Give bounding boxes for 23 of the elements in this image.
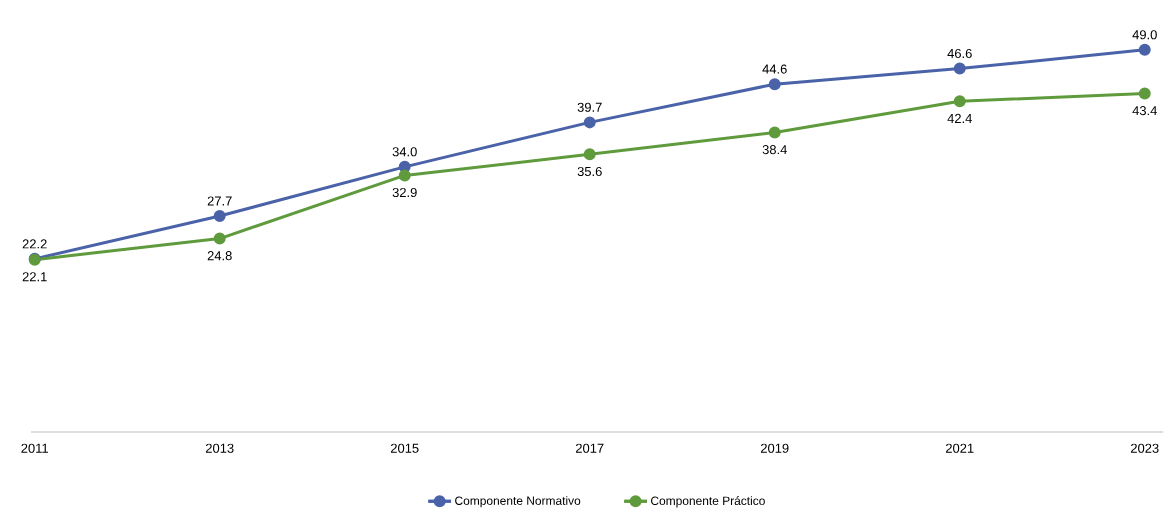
data-label: 39.7 xyxy=(577,102,602,112)
x-tick-label: 2017 xyxy=(575,443,604,453)
x-tick-label: 2019 xyxy=(760,443,789,453)
legend-label: Componente Práctico xyxy=(651,496,765,508)
x-tick-label: 2021 xyxy=(945,443,974,453)
data-label: 42.4 xyxy=(947,113,972,123)
legend-label: Componente Normativo xyxy=(455,496,581,508)
data-label: 34.0 xyxy=(392,147,417,157)
x-tick-label: 2013 xyxy=(205,443,234,453)
data-label: 22.2 xyxy=(22,239,47,249)
data-label: 44.6 xyxy=(762,64,787,74)
x-tick-label: 2015 xyxy=(390,443,419,453)
data-label: 46.6 xyxy=(947,48,972,59)
data-label: 22.1 xyxy=(22,272,47,282)
data-label: 38.4 xyxy=(762,145,787,155)
data-label: 43.4 xyxy=(1132,106,1157,116)
data-label: 32.9 xyxy=(392,187,417,198)
data-label: 49.0 xyxy=(1132,30,1157,40)
data-label: 27.7 xyxy=(207,196,232,206)
x-tick-label: 2023 xyxy=(1131,443,1159,453)
data-label: 35.6 xyxy=(577,166,602,177)
x-tick-label: 2011 xyxy=(21,443,48,453)
data-label: 24.8 xyxy=(207,251,232,261)
